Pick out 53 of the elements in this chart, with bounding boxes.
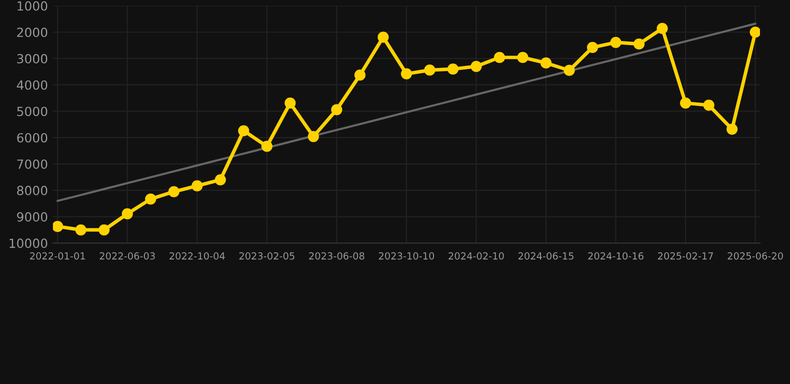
point: [214, 174, 226, 186]
x-tick-label: 2022-01-01: [30, 252, 85, 260]
x-tick-label: 2025-06-20: [728, 252, 783, 260]
point: [284, 98, 296, 109]
point: [354, 70, 366, 81]
point: [680, 98, 692, 109]
point: [122, 208, 133, 220]
point: [726, 124, 738, 135]
point: [447, 63, 459, 75]
x-tick-label: 2024-02-10: [448, 252, 504, 260]
y-tick-label: 5000: [17, 106, 48, 116]
point: [400, 68, 412, 80]
x-tick-label: 2023-06-08: [309, 252, 364, 260]
y-tick-label: 8000: [17, 186, 48, 196]
point: [75, 224, 86, 236]
x-tick-label: 2022-06-03: [100, 252, 155, 260]
point: [168, 186, 180, 198]
y-tick-label: 6000: [17, 133, 48, 143]
x-tick-label: 2024-06-15: [518, 252, 574, 260]
point: [540, 57, 552, 69]
line-series: [56, 22, 756, 202]
point: [656, 22, 668, 34]
point: [238, 125, 250, 136]
y-tick-label: 9000: [17, 212, 48, 222]
x-tick-label: 2024-10-16: [588, 252, 644, 260]
x-tick-label: 2023-10-10: [378, 252, 434, 260]
y-tick-label: 10000: [10, 238, 48, 248]
point: [424, 64, 436, 76]
point: [703, 100, 714, 111]
point: [98, 224, 110, 236]
point: [378, 32, 389, 43]
point: [610, 36, 622, 48]
point: [586, 42, 598, 53]
point: [52, 220, 64, 232]
point: [633, 38, 645, 50]
point: [564, 64, 575, 76]
y-tick-label: 2000: [17, 28, 48, 38]
point: [494, 52, 506, 63]
x-tick-label: 2022-10-04: [170, 252, 225, 260]
x-tick-label: 2025-02-17: [658, 252, 713, 260]
point: [192, 180, 203, 192]
point: [261, 140, 272, 152]
y-tick-label: 3000: [17, 54, 48, 64]
point: [470, 60, 482, 72]
x-tick-label: 2023-02-05: [239, 252, 294, 260]
y-tick-label: 7000: [17, 159, 48, 169]
y-tick-label: 1000: [18, 1, 48, 11]
point: [308, 130, 319, 142]
point: [517, 52, 528, 63]
y-tick-label: 4000: [16, 80, 48, 90]
point: [750, 26, 760, 38]
point: [331, 104, 342, 116]
point: [145, 193, 156, 205]
